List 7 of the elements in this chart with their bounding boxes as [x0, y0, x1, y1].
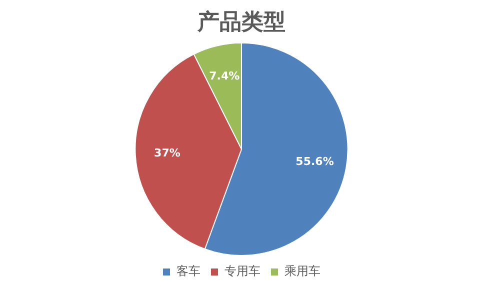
data-label: 55.6% [296, 155, 334, 168]
legend-label: 专用车 [224, 264, 260, 278]
legend-label: 客车 [176, 264, 200, 278]
chart-title: 产品类型 [196, 8, 286, 34]
legend-label: 乘用车 [284, 264, 320, 278]
data-label: 37% [154, 146, 180, 160]
data-label: 7.4% [209, 70, 240, 83]
